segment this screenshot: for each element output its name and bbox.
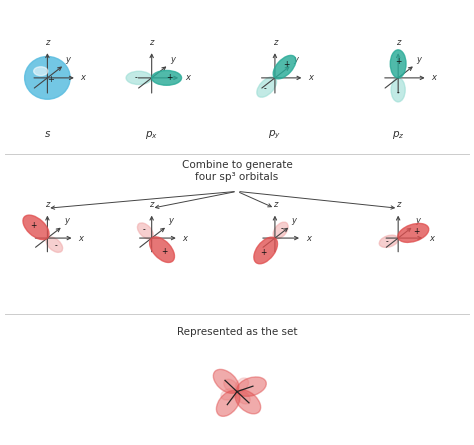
Text: -: - xyxy=(397,88,400,97)
Ellipse shape xyxy=(254,237,277,264)
Text: z: z xyxy=(45,200,50,209)
Circle shape xyxy=(25,57,70,99)
Text: $p_z$: $p_z$ xyxy=(392,129,404,141)
Ellipse shape xyxy=(273,222,288,239)
Text: -: - xyxy=(55,242,57,251)
Text: +: + xyxy=(30,221,37,230)
Text: y: y xyxy=(168,216,173,225)
Ellipse shape xyxy=(236,390,250,404)
Text: Combine to generate
four sp³ orbitals: Combine to generate four sp³ orbitals xyxy=(182,160,292,182)
Text: +: + xyxy=(395,57,401,65)
Text: +: + xyxy=(166,73,173,82)
Text: x: x xyxy=(182,234,188,243)
Ellipse shape xyxy=(224,379,238,393)
Text: y: y xyxy=(293,55,298,64)
Ellipse shape xyxy=(237,377,266,396)
Text: z: z xyxy=(45,38,50,47)
Text: y: y xyxy=(64,216,69,225)
Ellipse shape xyxy=(273,55,296,79)
Text: z: z xyxy=(396,200,401,209)
Text: +: + xyxy=(261,248,267,258)
Text: s: s xyxy=(45,129,50,139)
Text: x: x xyxy=(431,73,437,82)
Text: Represented as the set: Represented as the set xyxy=(177,327,297,337)
Text: x: x xyxy=(306,234,311,243)
Ellipse shape xyxy=(391,78,405,102)
Ellipse shape xyxy=(235,378,248,392)
Text: x: x xyxy=(308,73,313,82)
Text: z: z xyxy=(149,200,154,209)
Text: $p_x$: $p_x$ xyxy=(145,129,158,141)
Text: +: + xyxy=(283,61,290,69)
Ellipse shape xyxy=(257,77,276,97)
Text: $p_y$: $p_y$ xyxy=(268,129,282,142)
Text: x: x xyxy=(81,73,86,82)
Text: -: - xyxy=(135,73,138,82)
Ellipse shape xyxy=(221,388,237,400)
Text: y: y xyxy=(415,216,420,225)
Ellipse shape xyxy=(126,71,152,85)
Text: z: z xyxy=(273,200,277,209)
Ellipse shape xyxy=(152,70,182,85)
Text: +: + xyxy=(161,247,167,256)
Text: -: - xyxy=(143,225,146,234)
Ellipse shape xyxy=(23,215,49,239)
Text: x: x xyxy=(78,234,83,243)
Ellipse shape xyxy=(217,391,240,417)
Text: y: y xyxy=(416,55,421,64)
Text: -: - xyxy=(264,85,266,93)
Text: +: + xyxy=(47,75,54,84)
Text: z: z xyxy=(273,38,277,47)
Text: y: y xyxy=(292,216,297,225)
Ellipse shape xyxy=(137,223,153,239)
Text: x: x xyxy=(429,234,434,243)
Ellipse shape xyxy=(235,390,261,414)
Text: -: - xyxy=(385,238,388,247)
Ellipse shape xyxy=(379,235,398,247)
Ellipse shape xyxy=(34,67,48,76)
Text: y: y xyxy=(65,55,71,64)
Ellipse shape xyxy=(150,237,174,263)
Ellipse shape xyxy=(46,237,63,252)
Text: x: x xyxy=(185,73,190,82)
Text: -: - xyxy=(281,224,283,233)
Ellipse shape xyxy=(398,223,429,243)
Text: y: y xyxy=(170,55,175,64)
Text: z: z xyxy=(149,38,154,47)
Ellipse shape xyxy=(390,50,406,78)
Text: +: + xyxy=(413,227,419,236)
Ellipse shape xyxy=(213,369,239,393)
Text: z: z xyxy=(396,38,401,47)
